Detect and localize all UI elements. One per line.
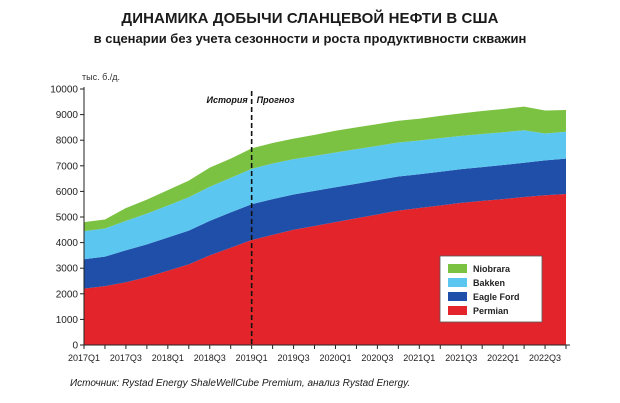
area-eagle-ford xyxy=(84,158,566,289)
legend-label: Niobrara xyxy=(473,264,511,274)
y-tick-label: 7000 xyxy=(56,161,79,172)
y-tick-label: 8000 xyxy=(56,136,79,147)
x-tick-label: 2020Q3 xyxy=(361,353,393,363)
y-tick-label: 10000 xyxy=(50,85,78,96)
area-niobrara xyxy=(84,106,566,232)
axes-group: 0 1000 2000 3000 4000 5000 6000 7000 8000 9000 100… xyxy=(50,85,570,363)
y-tick-label: 2000 xyxy=(56,289,79,300)
forecast-label: Прогноз xyxy=(257,95,295,105)
x-tick-label: 2017Q1 xyxy=(68,353,100,363)
legend-swatch xyxy=(448,278,467,287)
x-tick-label: 2021Q3 xyxy=(445,353,477,363)
y-tick-label: 1000 xyxy=(56,315,79,326)
x-tick-label: 2019Q1 xyxy=(236,353,268,363)
y-tick-label: 3000 xyxy=(56,264,79,275)
y-tick-label: 4000 xyxy=(56,238,79,249)
legend-swatch xyxy=(448,264,467,273)
legend-label: Eagle Ford xyxy=(473,292,520,302)
chart-title: ДИНАМИКА ДОБЫЧИ СЛАНЦЕВОЙ НЕФТИ В США xyxy=(121,10,499,27)
x-tick-label: 2017Q3 xyxy=(110,353,142,363)
x-tick-label: 2022Q3 xyxy=(529,353,561,363)
x-tick-label: 2019Q3 xyxy=(278,353,310,363)
x-tick-label: 2021Q1 xyxy=(403,353,435,363)
legend-swatch xyxy=(448,292,467,301)
source-note: Источник: Rystad Energy ShaleWellCube Pr… xyxy=(70,378,411,389)
y-tick-label: 9000 xyxy=(56,110,79,121)
y-tick-label: 5000 xyxy=(56,213,79,224)
x-tick-label: 2020Q1 xyxy=(319,353,351,363)
legend-label: Bakken xyxy=(473,278,505,288)
legend-swatch xyxy=(448,306,467,315)
y-tick-label: 6000 xyxy=(56,187,79,198)
history-label: История xyxy=(206,95,248,105)
chart-subtitle: в сценарии без учета сезонности и роста … xyxy=(93,31,527,46)
y-axis-label: тыс. б./д. xyxy=(82,72,120,82)
area-bakken xyxy=(84,130,566,260)
x-tick-label: 2018Q3 xyxy=(194,353,226,363)
x-tick-label: 2018Q1 xyxy=(152,353,184,363)
y-tick-label: 0 xyxy=(72,341,78,352)
legend-label: Permian xyxy=(473,306,509,316)
legend: Niobrara Bakken Eagle Ford Permian xyxy=(439,255,543,323)
x-tick-label: 2022Q1 xyxy=(487,353,519,363)
